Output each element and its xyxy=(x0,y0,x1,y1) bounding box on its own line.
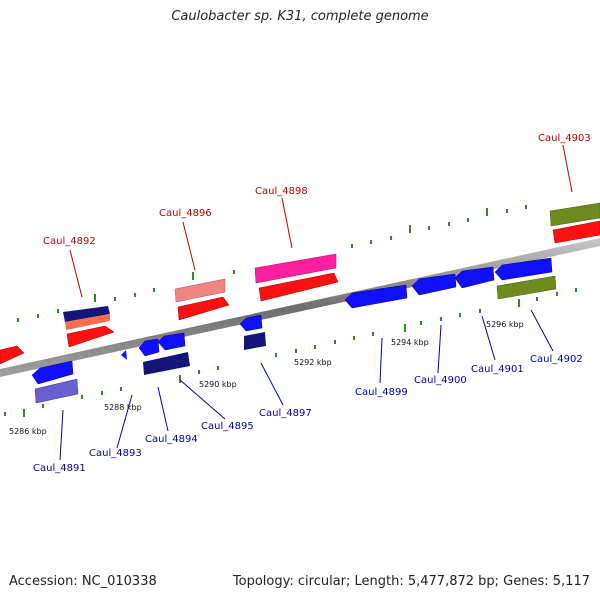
gene-label-caul-4899: Caul_4899 xyxy=(355,387,408,398)
gene-label-caul-4901: Caul_4901 xyxy=(471,364,524,375)
gene-label-caul-4893: Caul_4893 xyxy=(89,448,142,459)
gene-label-caul-4892: Caul_4892 xyxy=(43,236,96,247)
kbp-labels: 5286 kbp 5288 kbp 5290 kbp 5292 kbp 5294… xyxy=(9,320,524,436)
gene-arrow xyxy=(177,296,230,321)
gene-arrow xyxy=(411,273,457,296)
gene-arrow xyxy=(31,360,74,385)
gene-arrow xyxy=(0,345,25,365)
kbp-label: 5292 kbp xyxy=(294,358,332,367)
gene-arrow xyxy=(244,332,266,350)
reverse-gene-labels: Caul_4891 Caul_4893 Caul_4894 Caul_4895 … xyxy=(33,354,583,474)
gene-label-caul-4900: Caul_4900 xyxy=(414,375,467,386)
gene-label-caul-4894: Caul_4894 xyxy=(145,434,198,445)
scale-ticks xyxy=(4,205,577,417)
map-title: Caulobacter sp. K31, complete genome xyxy=(171,9,429,24)
gene-arrow xyxy=(63,306,110,322)
gene-label-caul-4903: Caul_4903 xyxy=(538,133,591,144)
gene-label-caul-4897: Caul_4897 xyxy=(259,408,312,419)
gene-label-caul-4895: Caul_4895 xyxy=(201,421,254,432)
gene-arrow xyxy=(258,272,339,302)
gene-label-caul-4902: Caul_4902 xyxy=(530,354,583,365)
gene-arrow xyxy=(344,284,408,309)
forward-genes xyxy=(0,202,600,365)
gene-label-caul-4898: Caul_4898 xyxy=(255,186,308,197)
kbp-label: 5294 kbp xyxy=(391,338,429,347)
forward-gene-labels: Caul_4892 Caul_4896 Caul_4898 Caul_4903 xyxy=(43,133,591,247)
gene-arrow xyxy=(496,275,557,300)
gene-arrow xyxy=(143,352,190,375)
gene-arrow xyxy=(34,378,79,404)
gene-label-caul-4891: Caul_4891 xyxy=(33,463,86,474)
gene-arrow xyxy=(138,338,160,357)
gene-arrow xyxy=(239,314,263,332)
kbp-label: 5288 kbp xyxy=(104,403,142,412)
kbp-label: 5296 kbp xyxy=(486,320,524,329)
gene-arrow xyxy=(254,253,337,284)
gene-arrow xyxy=(552,220,600,244)
gene-arrow xyxy=(65,314,110,330)
forward-callouts xyxy=(69,144,573,298)
topology-text: Topology: circular; Length: 5,477,872 bp… xyxy=(232,574,590,589)
reverse-callouts xyxy=(59,309,554,461)
genome-backbone xyxy=(0,238,600,377)
kbp-label: 5290 kbp xyxy=(199,380,237,389)
accession-text: Accession: NC_010338 xyxy=(9,574,157,589)
gene-arrow xyxy=(157,332,186,351)
gene-label-caul-4896: Caul_4896 xyxy=(159,208,212,219)
gene-arrow xyxy=(494,257,553,281)
gene-arrow xyxy=(174,278,226,303)
gene-arrow xyxy=(66,325,115,348)
gene-arrow xyxy=(454,266,495,289)
gene-arrow xyxy=(121,350,127,360)
kbp-label: 5286 kbp xyxy=(9,427,47,436)
gene-arrow xyxy=(549,202,600,227)
reverse-genes xyxy=(31,257,557,404)
